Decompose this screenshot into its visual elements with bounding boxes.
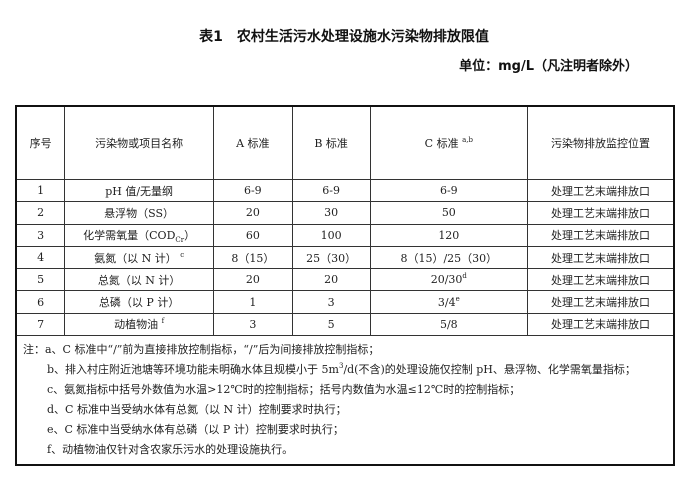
cell-no: 6: [15, 290, 66, 314]
cell-b: 100: [291, 223, 371, 247]
note-e: e、C 标准中当受纳水体有总磷（以 P 计）控制要求时执行；: [47, 423, 344, 437]
table-row: 7 动植物油 f 3 5 5/8 处理工艺末端排放口: [15, 312, 675, 337]
unit-note: 单位：mg/L（凡注明者除外）: [459, 59, 638, 74]
table-row: 1 pH 值/无量纲 6-9 6-9 6-9 处理工艺末端排放口: [15, 178, 675, 203]
cell-no: 1: [15, 178, 66, 203]
note-a: 注：a、C 标准中“/”前为直接排放控制指标，“/”后为间接排放控制指标；: [23, 343, 380, 357]
cell-no: 5: [15, 268, 66, 292]
cell-a: 3: [212, 312, 293, 337]
table-header-row: 序号 污染物或项目名称 A 标准 B 标准 C 标准 a,b 污染物排放监控位置: [15, 105, 675, 180]
cell-c: 8（15）/25（30）: [369, 245, 529, 270]
discharge-limits-table: 序号 污染物或项目名称 A 标准 B 标准 C 标准 a,b 污染物排放监控位置…: [15, 105, 675, 467]
notes-row: 注：a、C 标准中“/”前为直接排放控制指标，“/”后为间接排放控制指标； b、…: [15, 335, 675, 466]
cell-c: 6-9: [369, 178, 529, 203]
cell-name: 悬浮物（SS）: [64, 201, 214, 225]
cell-location: 处理工艺末端排放口: [527, 223, 675, 247]
table-row: 4 氨氮（以 N 计） c 8（15） 25（30） 8（15）/25（30） 处理工艺末…: [15, 245, 675, 270]
cell-location: 处理工艺末端排放口: [527, 312, 675, 337]
notes: 注：a、C 标准中“/”前为直接排放控制指标，“/”后为间接排放控制指标； b、…: [15, 335, 675, 466]
cell-c: 50: [369, 201, 529, 225]
header-a: A 标准: [212, 105, 293, 180]
cell-b: 5: [291, 312, 371, 337]
cell-b: 25（30）: [291, 245, 371, 270]
cell-location: 处理工艺末端排放口: [527, 201, 675, 225]
cell-a: 1: [212, 290, 293, 314]
cell-no: 7: [15, 312, 66, 337]
cell-name: 总磷（以 P 计）: [64, 290, 214, 314]
table-row: 3 化学需氧量（CODCr） 60 100 120 处理工艺末端排放口: [15, 223, 675, 247]
cell-location: 处理工艺末端排放口: [527, 245, 675, 270]
header-no: 序号: [15, 105, 66, 180]
cell-c: 120: [369, 223, 529, 247]
cell-c: 3/4e: [369, 290, 529, 314]
cell-a: 20: [212, 268, 293, 292]
header-name: 污染物或项目名称: [64, 105, 214, 180]
table-title: 表1 农村生活污水处理设施水污染物排放限值: [199, 29, 489, 45]
cell-no: 2: [15, 201, 66, 225]
cell-location: 处理工艺末端排放口: [527, 178, 675, 203]
header-b: B 标准: [291, 105, 371, 180]
cell-location: 处理工艺末端排放口: [527, 268, 675, 292]
cell-a: 8（15）: [212, 245, 293, 270]
cell-a: 6-9: [212, 178, 293, 203]
cell-location: 处理工艺末端排放口: [527, 290, 675, 314]
header-location: 污染物排放监控位置: [527, 105, 675, 180]
cell-name: pH 值/无量纲: [64, 178, 214, 203]
cell-c: 5/8: [369, 312, 529, 337]
cell-name: 总氮（以 N 计）: [64, 268, 214, 292]
note-d: d、C 标准中当受纳水体有总氮（以 N 计）控制要求时执行；: [47, 403, 347, 417]
cell-a: 20: [212, 201, 293, 225]
note-c: c、氨氮指标中括号外数值为水温>12℃时的控制指标；括号内数值为水温≤12℃时的…: [47, 383, 521, 397]
table-row: 5 总氮（以 N 计） 20 20 20/30d 处理工艺末端排放口: [15, 268, 675, 292]
note-b: b、排入村庄附近池塘等环境功能未明确水体且规模小于 5m3/d(不含)的处理设施…: [47, 362, 636, 377]
table-row: 2 悬浮物（SS） 20 30 50 处理工艺末端排放口: [15, 201, 675, 225]
cell-name: 氨氮（以 N 计） c: [64, 245, 214, 270]
cell-b: 30: [291, 201, 371, 225]
table-row: 6 总磷（以 P 计） 1 3 3/4e 处理工艺末端排放口: [15, 290, 675, 314]
cell-b: 6-9: [291, 178, 371, 203]
cell-no: 3: [15, 223, 66, 247]
cell-b: 3: [291, 290, 371, 314]
cell-b: 20: [291, 268, 371, 292]
cell-no: 4: [15, 245, 66, 270]
cell-a: 60: [212, 223, 293, 247]
cell-c: 20/30d: [369, 268, 529, 292]
note-f: f、动植物油仅针对含农家乐污水的处理设施执行。: [47, 443, 294, 457]
header-c: C 标准 a,b: [369, 105, 529, 180]
cell-name: 化学需氧量（CODCr）: [64, 223, 214, 247]
cell-name: 动植物油 f: [64, 312, 214, 337]
